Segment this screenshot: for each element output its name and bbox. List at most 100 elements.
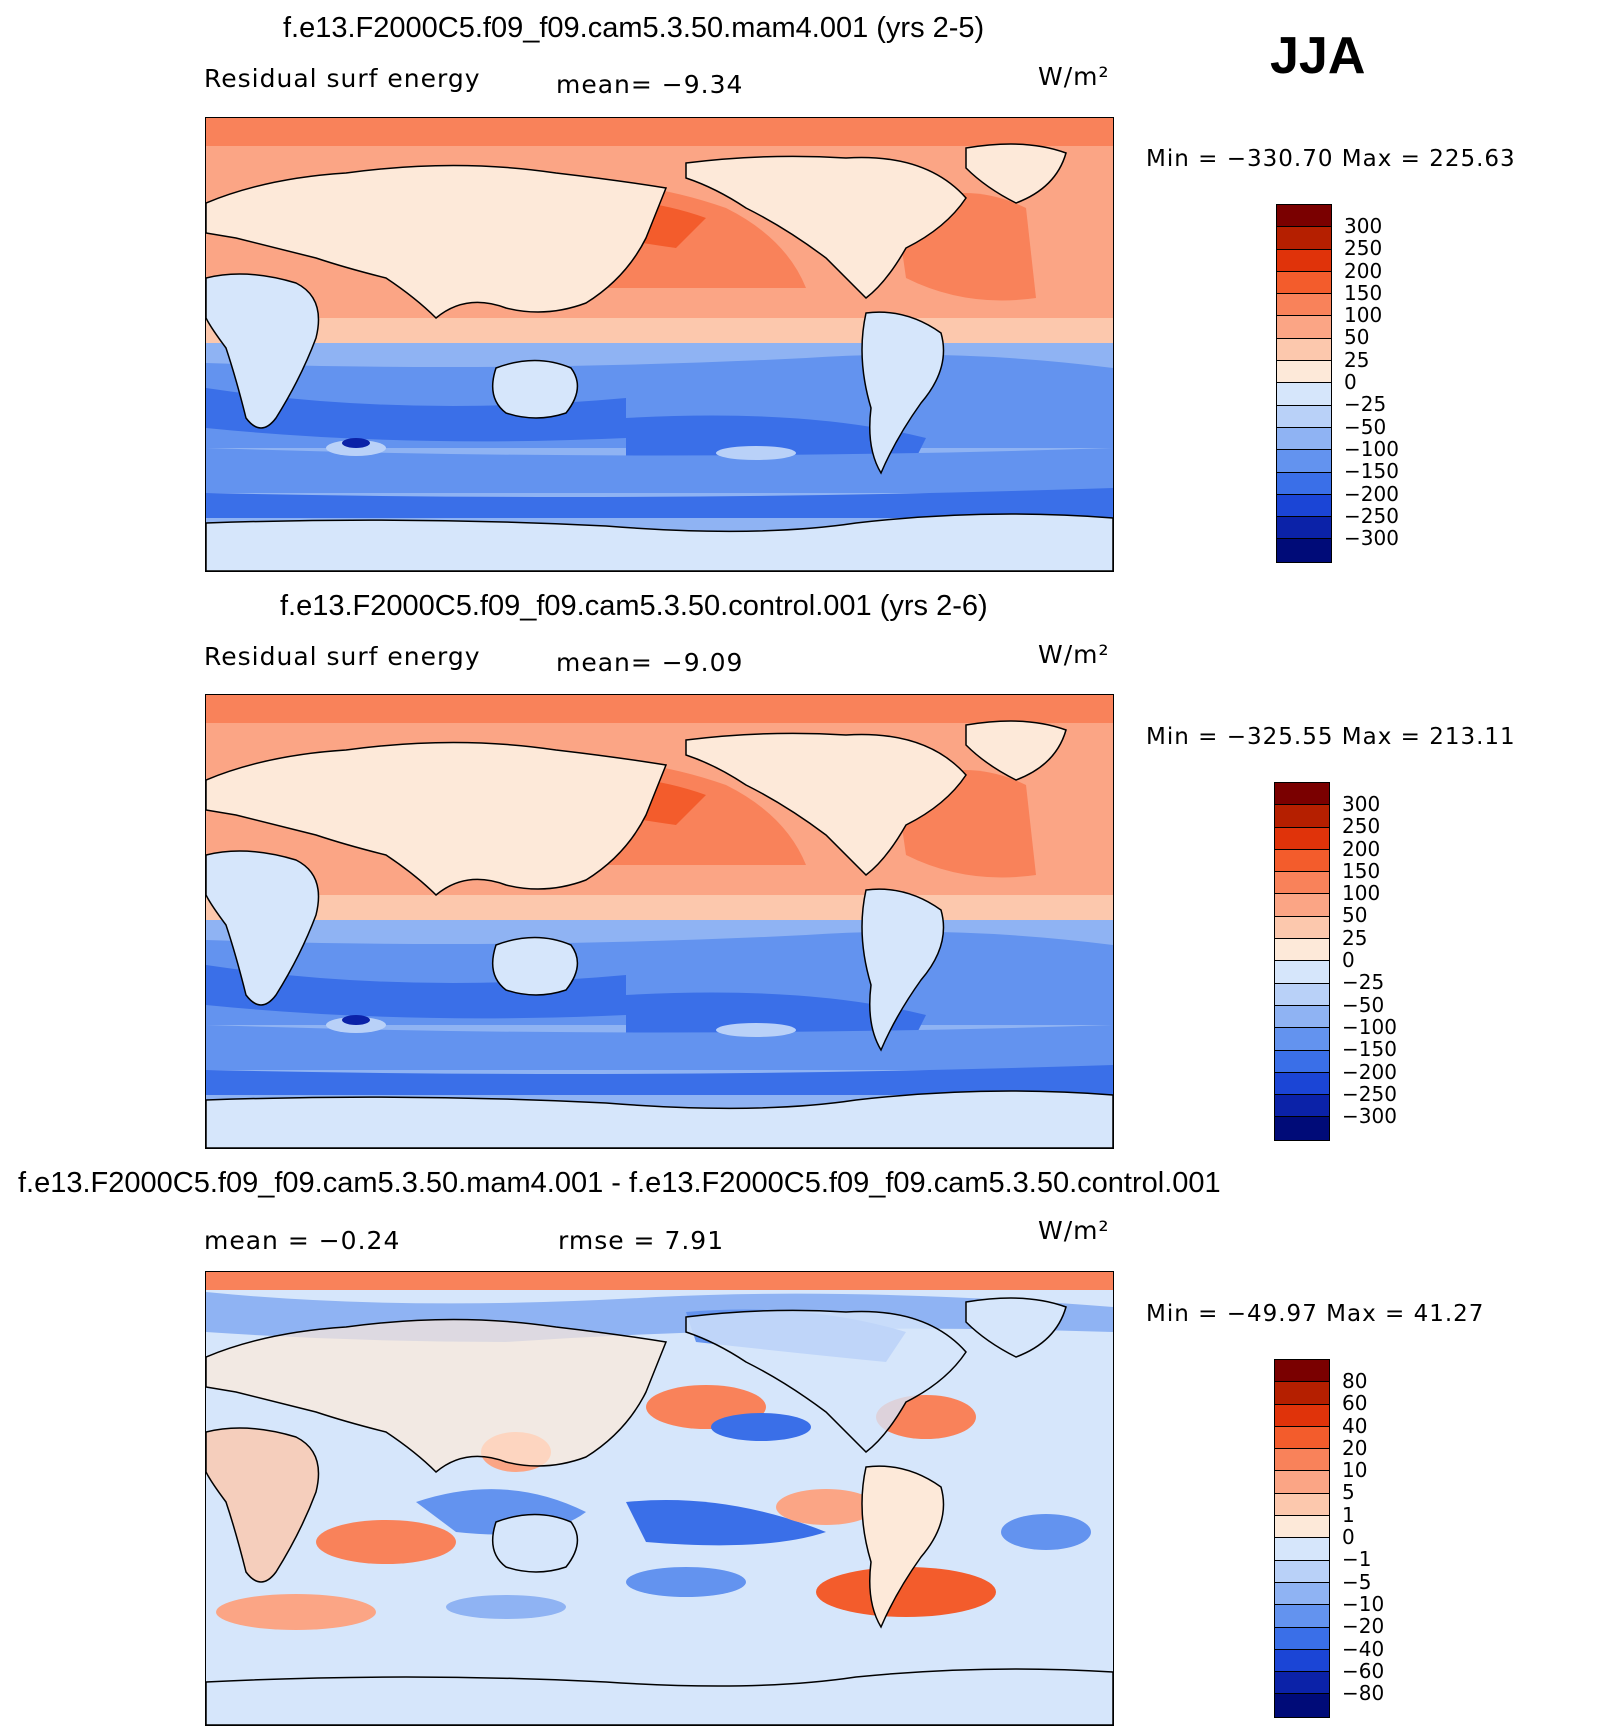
colorbar-tick-label: −25: [1342, 970, 1385, 995]
panel-3-mean: mean = −0.24: [204, 1226, 401, 1255]
colorbar-cell: [1277, 361, 1331, 384]
panel-1-map: [205, 117, 1114, 572]
season-label: JJA: [1270, 27, 1366, 85]
colorbar-tick-label: −200: [1344, 481, 1399, 506]
panel-1-field: [206, 118, 1113, 571]
panel-2-title: f.e13.F2000C5.f09_f09.cam5.3.50.control.…: [280, 590, 988, 622]
colorbar-cell: [1275, 1493, 1329, 1517]
panel-1-colorbar-labels: 300 250 200 150 100 50 25 0 −25 −50 −100…: [1344, 214, 1399, 550]
colorbar-cell: [1277, 450, 1331, 473]
colorbar-cell: [1277, 316, 1331, 339]
colorbar-cell: [1277, 205, 1331, 228]
colorbar-cell: [1275, 1560, 1329, 1583]
colorbar-tick-label: −150: [1344, 459, 1399, 484]
panel-3-colorbar-labels: 80 60 40 20 10 5 1 0 −1 −5 −10 −20 −40 −…: [1342, 1369, 1385, 1706]
colorbar-tick-label: −250: [1344, 503, 1399, 528]
panel-3-title: f.e13.F2000C5.f09_f09.cam5.3.50.mam4.001…: [18, 1167, 1221, 1199]
panel-3-rmse: rmse = 7.91: [558, 1226, 725, 1255]
panel-2-colorbar-labels: 300 250 200 150 100 50 25 0 −25 −50 −100…: [1342, 792, 1397, 1129]
colorbar-cell: [1275, 805, 1329, 828]
panel-3-units: W/m²: [1038, 1216, 1110, 1245]
colorbar-cell: [1275, 1095, 1329, 1118]
colorbar-cell: [1275, 939, 1329, 962]
colorbar-tick-label: −10: [1342, 1591, 1385, 1616]
colorbar-tick-label: −5: [1342, 1569, 1372, 1594]
colorbar-tick-label: 25: [1344, 347, 1370, 372]
panel-2-mean: mean= −9.09: [556, 648, 744, 677]
colorbar-tick-label: 0: [1342, 1525, 1355, 1550]
colorbar-cell: [1275, 872, 1329, 895]
colorbar-tick-label: 200: [1344, 258, 1383, 283]
panel-1-units: W/m²: [1038, 62, 1110, 91]
colorbar-tick-label: 300: [1344, 214, 1383, 238]
colorbar-cell: [1275, 1050, 1329, 1073]
colorbar-cell: [1275, 849, 1329, 873]
colorbar-cell: [1275, 1072, 1329, 1096]
colorbar-tick-label: −50: [1344, 414, 1387, 439]
colorbar-cell: [1275, 1005, 1329, 1029]
panel-1-colorbar: [1276, 204, 1332, 563]
colorbar-tick-label: −50: [1342, 992, 1385, 1017]
colorbar-cell: [1275, 1028, 1329, 1051]
colorbar-tick-label: 100: [1344, 303, 1383, 328]
colorbar-cell: [1275, 916, 1329, 940]
colorbar-cell: [1275, 1360, 1329, 1383]
colorbar-cell: [1277, 539, 1331, 562]
colorbar-tick-label: 250: [1344, 236, 1383, 261]
colorbar-cell: [1275, 1471, 1329, 1494]
panel-2-map: [205, 694, 1114, 1149]
colorbar-cell: [1275, 961, 1329, 984]
colorbar-tick-label: −80: [1342, 1681, 1385, 1706]
colorbar-tick-label: −100: [1342, 1014, 1397, 1039]
colorbar-tick-label: 1: [1342, 1502, 1355, 1527]
panel-1-title: f.e13.F2000C5.f09_f09.cam5.3.50.mam4.001…: [283, 12, 985, 44]
colorbar-tick-label: 200: [1342, 836, 1381, 861]
colorbar-cell: [1277, 271, 1331, 295]
colorbar-cell: [1277, 494, 1331, 518]
colorbar-tick-label: 10: [1342, 1458, 1368, 1483]
colorbar-cell: [1275, 1404, 1329, 1427]
colorbar-tick-label: 250: [1342, 814, 1381, 839]
colorbar-tick-label: −300: [1342, 1104, 1397, 1129]
colorbar-tick-label: 25: [1342, 925, 1368, 950]
colorbar-tick-label: 20: [1342, 1435, 1368, 1460]
colorbar-cell: [1275, 1605, 1329, 1628]
colorbar-tick-label: 300: [1342, 792, 1381, 816]
colorbar-tick-label: −200: [1342, 1059, 1397, 1084]
colorbar-cell: [1275, 1649, 1329, 1673]
colorbar-cell: [1275, 1449, 1329, 1472]
colorbar-tick-label: −40: [1342, 1636, 1385, 1661]
colorbar-cell: [1275, 1672, 1329, 1695]
colorbar-cell: [1277, 405, 1331, 428]
panel-2-units: W/m²: [1038, 640, 1110, 669]
colorbar-cell: [1277, 227, 1331, 250]
panel-3-field: [206, 1272, 1113, 1725]
colorbar-tick-label: 40: [1342, 1413, 1368, 1438]
colorbar-cell: [1275, 827, 1329, 850]
panel-1-minmax: Min = −330.70 Max = 225.63: [1146, 146, 1516, 172]
panel-1-mean: mean= −9.34: [556, 70, 744, 99]
colorbar-tick-label: −150: [1342, 1037, 1397, 1062]
colorbar-cell: [1277, 249, 1331, 272]
colorbar-cell: [1275, 983, 1329, 1006]
colorbar-tick-label: −60: [1342, 1658, 1385, 1683]
colorbar-tick-label: −250: [1342, 1081, 1397, 1106]
colorbar-tick-label: 80: [1342, 1369, 1368, 1393]
panel-1-variable: Residual surf energy: [204, 64, 481, 93]
colorbar-tick-label: 150: [1344, 280, 1383, 305]
colorbar-cell: [1275, 1694, 1329, 1717]
colorbar-tick-label: 60: [1342, 1391, 1368, 1416]
panel-2-colorbar: [1274, 782, 1330, 1141]
colorbar-cell: [1277, 427, 1331, 451]
colorbar-cell: [1275, 1582, 1329, 1606]
colorbar-cell: [1275, 1627, 1329, 1650]
panel-3-map: [205, 1271, 1114, 1726]
colorbar-cell: [1277, 472, 1331, 495]
colorbar-cell: [1275, 783, 1329, 806]
colorbar-tick-label: 150: [1342, 858, 1381, 883]
colorbar-tick-label: −25: [1344, 392, 1387, 417]
colorbar-tick-label: −100: [1344, 436, 1399, 461]
colorbar-cell: [1275, 894, 1329, 917]
panel-3-colorbar: [1274, 1359, 1330, 1718]
panel-2-minmax: Min = −325.55 Max = 213.11: [1146, 724, 1516, 750]
